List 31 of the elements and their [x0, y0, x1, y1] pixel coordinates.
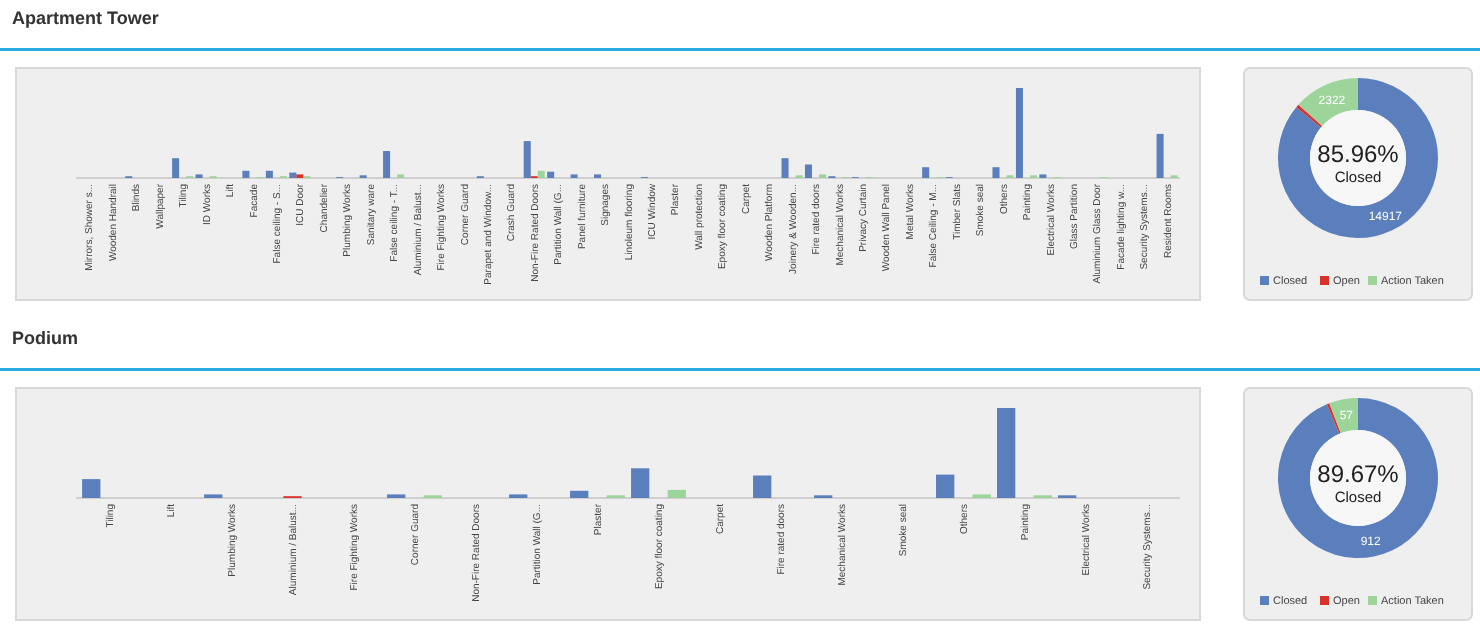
donut-slice	[1278, 398, 1438, 558]
bar	[1156, 133, 1164, 178]
bar	[997, 408, 1016, 498]
bar	[172, 158, 180, 178]
bar	[537, 170, 545, 178]
donut-slice	[1329, 398, 1358, 434]
bar	[1015, 88, 1023, 178]
donut-slice	[1298, 78, 1358, 126]
bar	[547, 171, 555, 178]
bar	[265, 170, 273, 178]
donut-slice	[1278, 78, 1438, 238]
bar	[667, 489, 686, 498]
bar	[383, 151, 391, 178]
bar	[82, 479, 101, 498]
text: 85.96%	[1317, 140, 1400, 168]
donut-slice	[1326, 403, 1341, 434]
chart-title: Podium	[12, 328, 78, 348]
bar	[936, 474, 955, 498]
bar	[523, 141, 531, 178]
bar	[992, 167, 1000, 178]
bar	[242, 170, 250, 178]
bar	[289, 172, 297, 178]
bar	[922, 167, 930, 178]
bar	[804, 164, 812, 178]
bar	[570, 490, 589, 498]
chart-title: Apartment Tower	[12, 8, 160, 28]
bar	[631, 468, 650, 498]
bar	[753, 475, 772, 498]
donut-slice	[1296, 104, 1323, 128]
text: 89.67%	[1317, 460, 1400, 488]
bar	[781, 158, 789, 178]
